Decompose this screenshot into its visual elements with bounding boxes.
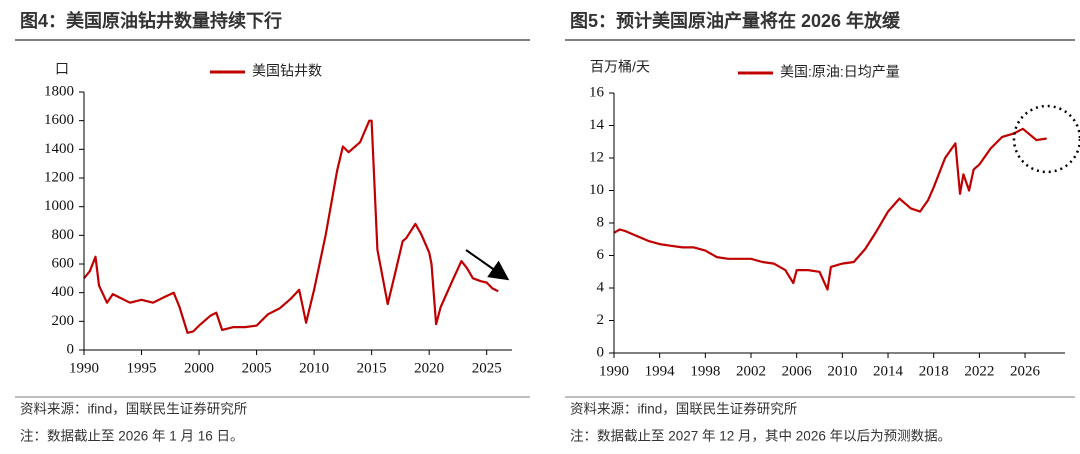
x-tick-label: 2015 [357, 360, 387, 376]
x-tick-label: 2025 [472, 360, 502, 376]
x-tick-label: 1990 [599, 363, 629, 379]
y-tick-label: 800 [52, 227, 75, 243]
y-tick-label: 10 [589, 182, 604, 198]
source: 资料来源：ifind，国联民生证券研究所 [20, 402, 247, 417]
x-tick-label: 2018 [919, 363, 949, 379]
highlight-circle [1012, 104, 1080, 174]
x-tick-label: 2002 [736, 363, 766, 379]
data-line [83, 119, 499, 334]
y-tick-label: 200 [52, 313, 75, 329]
y-tick-label: 2 [597, 312, 605, 328]
y-axis-unit: 口 [55, 61, 69, 77]
legend-label: 美国钻井数 [252, 63, 322, 79]
x-tick-label: 1998 [690, 363, 720, 379]
y-tick-label: 1600 [44, 112, 74, 128]
x-tick-label: 2006 [782, 363, 813, 379]
y-tick-label: 14 [589, 117, 605, 133]
x-tick-label: 2014 [873, 363, 904, 379]
source: 资料来源：ifind，国联民生证券研究所 [570, 402, 797, 417]
y-tick-label: 16 [589, 84, 605, 100]
y-tick-label: 6 [597, 247, 605, 263]
y-tick-label: 1400 [44, 141, 74, 157]
y-tick-label: 12 [589, 149, 604, 165]
x-tick-label: 2026 [1010, 363, 1041, 379]
x-tick-label: 2000 [184, 360, 214, 376]
y-tick-label: 400 [52, 284, 75, 300]
y-tick-label: 8 [597, 214, 605, 230]
chart-title: 图5：预计美国原油产量将在 2026 年放缓 [570, 10, 901, 31]
chart-title: 图4：美国原油钻井数量持续下行 [20, 10, 282, 31]
y-tick-label: 1200 [44, 169, 74, 185]
legend-label: 美国:原油:日均产量 [780, 64, 900, 80]
y-tick-label: 0 [597, 344, 605, 360]
x-tick-label: 2005 [242, 360, 272, 376]
y-tick-label: 600 [52, 255, 75, 271]
x-tick-label: 1990 [69, 360, 99, 376]
x-tick-label: 1995 [127, 360, 157, 376]
note: 注：数据截止至 2026 年 1 月 16 日。 [20, 429, 244, 444]
trend-arrow [465, 249, 510, 281]
y-tick-label: 1800 [44, 83, 74, 99]
x-tick-label: 2020 [414, 360, 444, 376]
x-tick-label: 2010 [827, 363, 857, 379]
x-tick-label: 1994 [645, 363, 676, 379]
y-tick-label: 4 [597, 279, 605, 295]
data-line [613, 127, 1047, 291]
x-tick-label: 2022 [964, 363, 994, 379]
note: 注：数据截止至 2027 年 12 月，其中 2026 年以后为预测数据。 [570, 429, 951, 444]
y-tick-label: 1000 [44, 198, 74, 214]
y-tick-label: 0 [67, 341, 75, 357]
x-tick-label: 2010 [299, 360, 329, 376]
y-axis-unit: 百万桶/天 [590, 59, 650, 75]
